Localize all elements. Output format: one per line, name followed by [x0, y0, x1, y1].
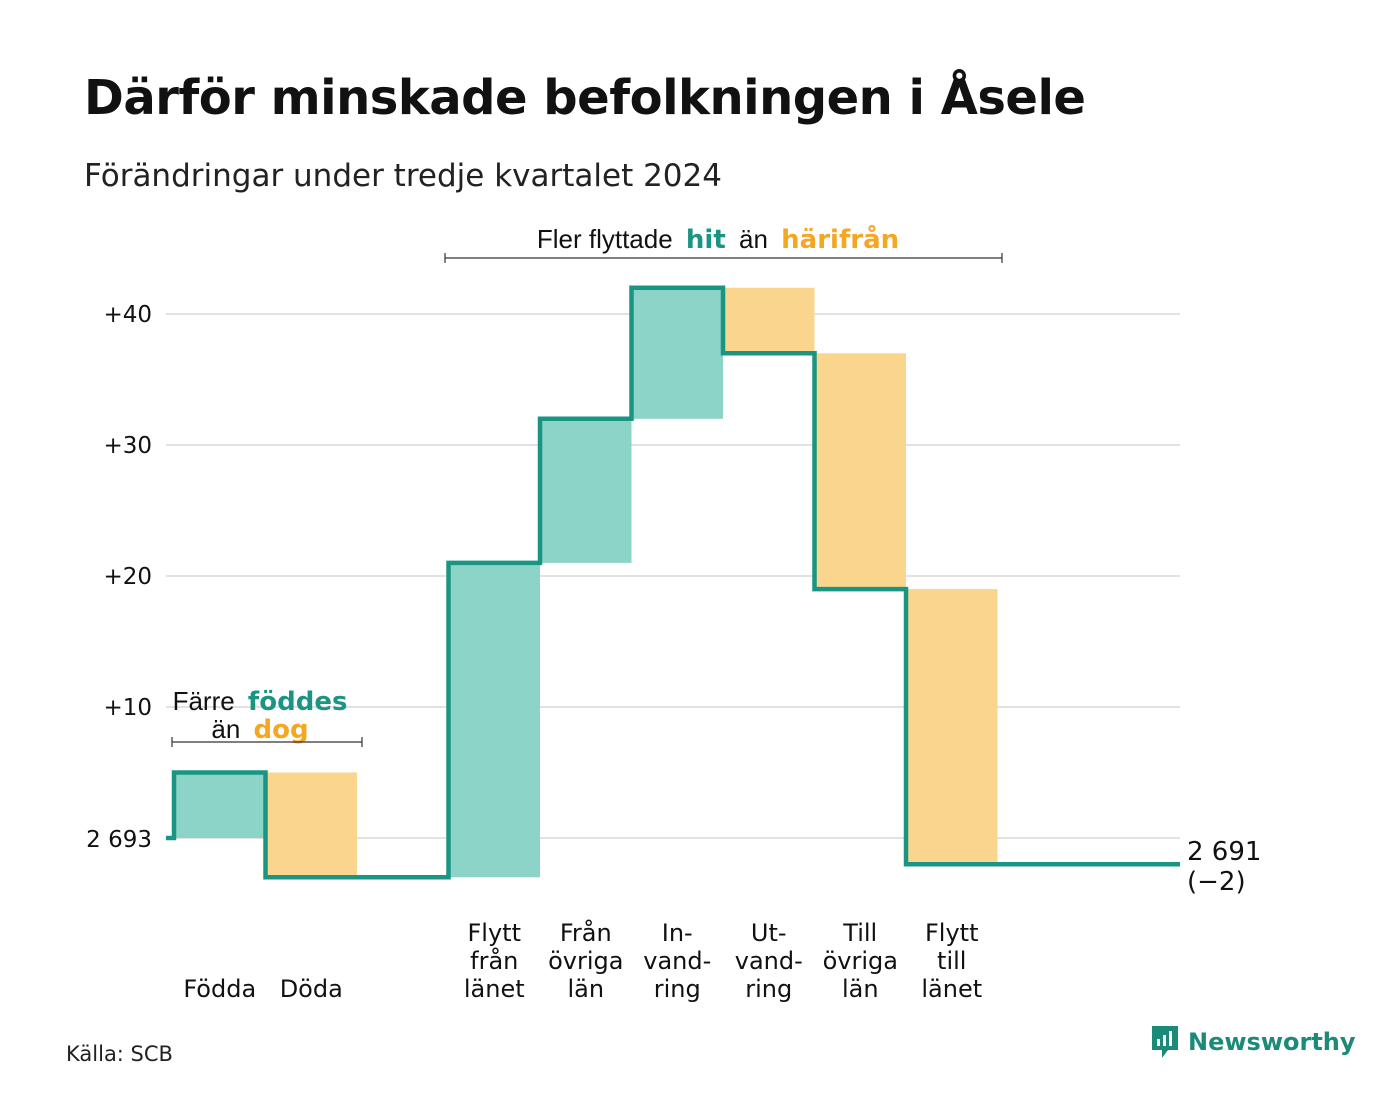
x-category-label: till	[937, 947, 966, 975]
brand-name: Newsworthy	[1188, 1028, 1356, 1056]
x-category-label: Till	[842, 919, 877, 947]
brand-logo: Newsworthy	[1150, 1024, 1356, 1060]
x-category-label: Från	[560, 918, 612, 947]
x-category-label: ring	[654, 975, 701, 1003]
x-category-label: län	[842, 975, 879, 1003]
waterfall-bar	[174, 772, 266, 838]
source-label: Källa: SCB	[66, 1042, 173, 1066]
births-annotation-prefix-2: än	[211, 714, 240, 744]
migration-annotation-harifran: härifrån	[781, 223, 899, 255]
migration-annotation-hit: hit	[686, 225, 726, 255]
y-tick-label: +10	[103, 695, 152, 721]
x-category-label: län	[567, 975, 604, 1003]
migration-annotation: Fler flyttade hit än härifrån	[444, 223, 1003, 263]
births-annotation-emphasis: föddes	[248, 687, 348, 717]
x-category-label: Döda	[280, 975, 343, 1003]
svg-text:Fler flyttade hit: Fler flyttade hit än härifrån	[537, 223, 899, 255]
start-value-label: 2 693	[86, 827, 152, 853]
svg-text:än dog: än dog	[211, 714, 308, 745]
newsworthy-logo-icon	[1152, 1026, 1178, 1058]
x-category-label: länet	[921, 975, 982, 1003]
x-category-label: länet	[464, 975, 525, 1003]
births-bracket	[171, 737, 363, 747]
waterfall-bar	[631, 287, 723, 419]
step-line-group	[166, 285, 1180, 880]
y-tick-label: +30	[103, 433, 152, 459]
x-category-label: från	[470, 946, 518, 975]
x-category-label: vand-	[735, 947, 803, 975]
x-category-label: ring	[745, 975, 792, 1003]
migration-annotation-middle: än	[739, 224, 768, 254]
x-category-label: Flytt	[925, 919, 979, 947]
waterfall-bar	[814, 353, 906, 590]
x-category-label: Flytt	[468, 919, 522, 947]
x-axis-labels: Födda DödaFlyttfrånlänetFrånövrigalänIn-v…	[183, 918, 982, 1003]
chart-title: Därför minskade befolkningen i Åsele	[84, 70, 1086, 126]
x-category-label: Ut-	[751, 919, 787, 947]
x-category-label: In-	[662, 919, 693, 947]
births-annotation: Färre föddes än dog	[171, 686, 363, 747]
waterfall-bar	[448, 562, 540, 878]
x-category-label: Födda	[183, 975, 256, 1003]
chart-subtitle: Förändringar under tredje kvartalet 2024	[84, 158, 722, 194]
births-annotation-prefix: Färre	[173, 686, 235, 716]
end-value-label: 2 691	[1187, 837, 1261, 867]
births-annotation-emphasis-2: dog	[254, 715, 309, 745]
waterfall-bar	[540, 418, 632, 563]
migration-annotation-prefix: Fler flyttade	[537, 224, 673, 254]
cumulative-step-line	[166, 285, 1180, 880]
y-axis-ticks: +10 +20 +30 +40	[103, 302, 152, 721]
migration-bracket	[444, 253, 1003, 263]
waterfall-bar	[906, 589, 998, 865]
y-tick-label: +40	[103, 302, 152, 328]
bars	[174, 287, 998, 878]
x-category-label: övriga	[823, 947, 898, 975]
x-category-label: övriga	[548, 947, 623, 975]
end-change-label: (−2)	[1187, 867, 1246, 897]
waterfall-bar	[265, 772, 357, 878]
waterfall-bar	[723, 287, 815, 354]
x-category-label: vand-	[643, 947, 711, 975]
y-tick-label: +20	[103, 564, 152, 590]
svg-text:Färre föddes: Färre föddes	[173, 686, 348, 717]
